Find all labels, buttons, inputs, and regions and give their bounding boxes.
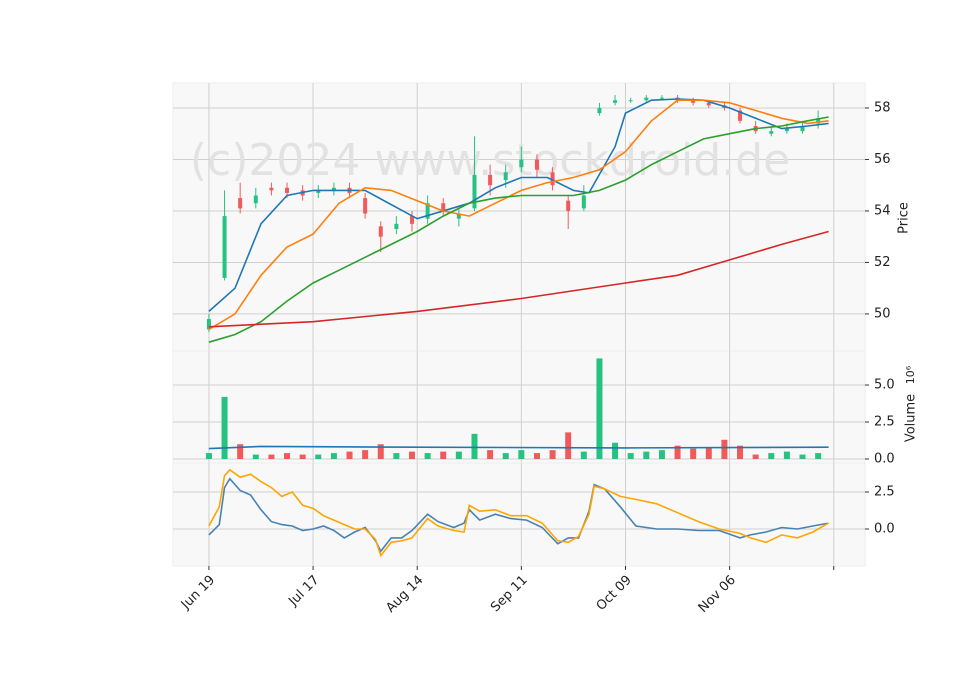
- candle-body: [394, 223, 399, 229]
- candle-body: [206, 319, 211, 330]
- candle-body: [613, 100, 618, 103]
- candle-body: [519, 159, 524, 168]
- candle-body: [222, 216, 227, 278]
- candle-body: [738, 110, 743, 121]
- volume-bar: [580, 451, 587, 460]
- volume-bar: [502, 453, 509, 460]
- volume-bar: [783, 451, 790, 460]
- volume-bar: [612, 442, 619, 460]
- volume-bar: [362, 450, 369, 460]
- volume-bar: [268, 454, 275, 460]
- volume-bar: [658, 450, 665, 460]
- volume-bar: [252, 454, 259, 460]
- volume-bar: [565, 432, 572, 460]
- y-tick-label: 54: [874, 203, 891, 218]
- volume-bar: [284, 453, 291, 460]
- y-axis-scale: 10⁶: [904, 365, 917, 384]
- candle-body: [409, 216, 414, 224]
- candle-body: [503, 172, 508, 181]
- volume-bar: [737, 445, 744, 460]
- candle-body: [441, 203, 446, 211]
- candle-body: [816, 118, 821, 124]
- y-tick-label: 52: [874, 255, 891, 270]
- volume-bar: [487, 450, 494, 460]
- volume-bar: [815, 453, 822, 460]
- volume-bar: [721, 439, 728, 460]
- line-series: [208, 99, 829, 331]
- volume-bar: [596, 358, 603, 460]
- volume-bar: [674, 445, 681, 460]
- candle-body: [269, 187, 274, 191]
- volume-bar: [752, 454, 759, 460]
- y-tick-label: 2.5: [874, 485, 895, 500]
- volume-bar: [627, 453, 634, 460]
- candle-body: [644, 97, 649, 101]
- volume-bar: [533, 453, 540, 460]
- volume-bar: [299, 454, 306, 460]
- y-tick-label: 0.0: [874, 522, 895, 537]
- candle-body: [534, 159, 539, 170]
- candle-body: [378, 226, 383, 237]
- volume-bar: [799, 454, 806, 460]
- volume-bar: [346, 451, 353, 460]
- line-series: [208, 116, 829, 343]
- volume-bar: [549, 450, 556, 460]
- volume-bar: [424, 453, 431, 460]
- candle-body: [363, 198, 368, 214]
- line-series: [208, 230, 829, 328]
- y-tick-label: 50: [874, 306, 891, 321]
- volume-bar: [455, 451, 462, 460]
- candle-body: [566, 200, 571, 211]
- candle-body: [331, 187, 336, 191]
- line-series: [208, 98, 829, 312]
- candle-body: [800, 125, 805, 132]
- candle-body: [238, 198, 243, 209]
- candle-body: [706, 102, 711, 106]
- candle-body: [691, 100, 696, 103]
- candle-body: [456, 213, 461, 219]
- volume-bar: [330, 453, 337, 460]
- volume-bar: [471, 433, 478, 460]
- volume-bar: [408, 451, 415, 460]
- plot-area: [172, 462, 866, 567]
- candle-body: [285, 187, 290, 193]
- y-tick-label: 2.5: [874, 415, 895, 430]
- y-axis-label: Price: [897, 202, 912, 234]
- volume-bar: [221, 396, 228, 460]
- volume-bar: [237, 444, 244, 460]
- candle-body: [550, 172, 555, 186]
- volume-bar: [518, 450, 525, 460]
- candle-body: [659, 97, 664, 99]
- y-tick-label: 56: [874, 152, 891, 167]
- candle-body: [784, 128, 789, 132]
- y-tick-label: 0.0: [874, 452, 895, 467]
- volume-bar: [705, 447, 712, 460]
- line-series: [208, 445, 829, 450]
- y-tick-label: 5.0: [874, 378, 895, 393]
- volume-bar: [315, 454, 322, 460]
- candle-body: [597, 107, 602, 114]
- volume-bar: [768, 453, 775, 460]
- line-series: [208, 468, 829, 558]
- volume-bar: [440, 451, 447, 460]
- candle-body: [316, 190, 321, 193]
- candle-body: [425, 203, 430, 219]
- volume-bar: [393, 453, 400, 460]
- y-tick-label: 58: [874, 100, 891, 115]
- y-axis-label: Volume: [904, 394, 919, 442]
- plot-area: [172, 350, 866, 464]
- candle-body: [472, 174, 477, 209]
- volume-bar: [205, 453, 212, 460]
- volume-bar: [643, 451, 650, 460]
- plot-area: [172, 82, 866, 352]
- line-series: [208, 477, 829, 553]
- volume-bar: [377, 444, 384, 460]
- candle-body: [769, 131, 774, 134]
- volume-bar: [690, 448, 697, 460]
- candle-body: [581, 195, 586, 209]
- candle-body: [488, 174, 493, 186]
- candle-body: [253, 195, 258, 204]
- candle-body: [628, 100, 633, 102]
